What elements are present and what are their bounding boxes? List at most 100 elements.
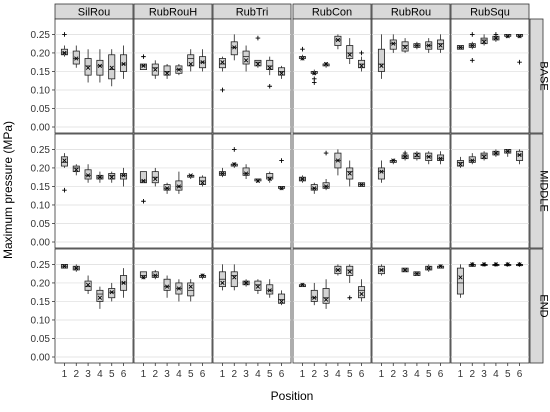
x-tick-label: 4 bbox=[414, 369, 420, 380]
x-tick-label: 6 bbox=[359, 369, 365, 380]
outlier-marker bbox=[323, 150, 329, 156]
mean-marker bbox=[141, 63, 146, 69]
y-tick-label: 0.25 bbox=[31, 260, 51, 271]
mean-marker bbox=[188, 173, 193, 178]
mean-marker bbox=[141, 275, 146, 280]
x-tick-label: 4 bbox=[255, 369, 261, 380]
mean-marker bbox=[517, 34, 522, 39]
box bbox=[266, 284, 274, 295]
x-tick-label: 3 bbox=[402, 369, 408, 380]
box bbox=[230, 271, 238, 288]
outlier-marker bbox=[493, 32, 499, 37]
box bbox=[322, 288, 330, 304]
outlier-marker bbox=[62, 32, 67, 37]
panel-background bbox=[371, 18, 451, 134]
mean-marker bbox=[359, 291, 364, 297]
y-tick-label: 0.15 bbox=[31, 182, 51, 193]
mean-marker bbox=[359, 182, 364, 187]
x-tick-label: 5 bbox=[188, 369, 194, 380]
mean-marker bbox=[312, 295, 317, 300]
mean-marker bbox=[97, 175, 103, 180]
box bbox=[139, 171, 147, 184]
mean-marker bbox=[255, 61, 261, 67]
mean-marker bbox=[426, 265, 431, 271]
mean-marker bbox=[414, 43, 420, 48]
box bbox=[254, 280, 262, 291]
box bbox=[310, 289, 318, 302]
y-tick-label: 0.00 bbox=[31, 353, 51, 364]
box bbox=[175, 180, 183, 191]
outlier-marker bbox=[469, 262, 475, 267]
outlier-marker bbox=[505, 262, 511, 267]
box bbox=[480, 152, 488, 160]
box bbox=[242, 50, 250, 65]
mean-marker bbox=[220, 280, 225, 286]
box bbox=[60, 48, 68, 56]
panel-background bbox=[212, 18, 292, 134]
x-tick-label: 2 bbox=[469, 369, 475, 380]
outlier-marker bbox=[347, 295, 353, 301]
y-tick-label: 0.00 bbox=[31, 123, 51, 134]
y-tick-label: 0.10 bbox=[31, 85, 51, 96]
x-tick-label: 6 bbox=[200, 369, 206, 380]
mean-marker bbox=[493, 150, 499, 156]
box bbox=[151, 271, 159, 278]
mean-marker bbox=[323, 297, 329, 302]
x-tick-label: 2 bbox=[311, 369, 317, 380]
x-tick-label: 1 bbox=[220, 369, 226, 380]
panel-background bbox=[292, 133, 372, 249]
mean-marker bbox=[426, 43, 431, 48]
column-strip-label: RubSqu bbox=[470, 7, 510, 19]
x-tick-label: 2 bbox=[152, 369, 158, 380]
x-tick-label: 2 bbox=[231, 369, 237, 380]
mean-marker bbox=[85, 173, 91, 178]
mean-marker bbox=[335, 267, 341, 273]
column-strip-label: RubRou bbox=[391, 7, 431, 19]
mean-marker bbox=[517, 152, 522, 158]
y-tick-label: 0.15 bbox=[31, 67, 51, 78]
mean-marker bbox=[312, 71, 317, 76]
box bbox=[377, 48, 385, 72]
mean-marker bbox=[232, 162, 237, 167]
box bbox=[456, 160, 464, 167]
row-strip bbox=[529, 18, 544, 134]
mean-marker bbox=[426, 154, 431, 159]
mean-marker bbox=[164, 186, 170, 191]
column-strip-label: RubRouH bbox=[149, 7, 197, 19]
mean-marker bbox=[141, 178, 146, 184]
mean-marker bbox=[85, 282, 91, 287]
y-tick-label: 0.20 bbox=[31, 48, 51, 59]
x-tick-label: 6 bbox=[121, 369, 127, 380]
mean-marker bbox=[438, 43, 443, 48]
mean-marker bbox=[62, 50, 67, 56]
box bbox=[72, 165, 80, 173]
box bbox=[346, 265, 354, 276]
panel-background bbox=[133, 248, 213, 364]
box bbox=[60, 156, 68, 167]
box bbox=[84, 169, 92, 180]
box bbox=[96, 59, 104, 76]
box bbox=[266, 173, 274, 180]
y-tick-label: 0.25 bbox=[31, 145, 51, 156]
mean-marker bbox=[300, 176, 305, 182]
mean-marker bbox=[220, 171, 225, 176]
mean-marker bbox=[164, 284, 170, 289]
row-strip-label: MIDDLE bbox=[538, 170, 550, 212]
x-tick-label: 4 bbox=[335, 369, 341, 380]
mean-marker bbox=[402, 267, 408, 273]
box bbox=[346, 45, 354, 59]
panel-background bbox=[292, 18, 372, 134]
mean-marker bbox=[458, 275, 463, 280]
box bbox=[456, 267, 464, 295]
box bbox=[516, 150, 524, 161]
x-tick-label: 6 bbox=[438, 369, 444, 380]
x-tick-label: 5 bbox=[267, 369, 273, 380]
mean-marker bbox=[379, 63, 384, 69]
mean-marker bbox=[153, 273, 158, 278]
mean-marker bbox=[243, 58, 249, 63]
panel-background bbox=[371, 248, 451, 364]
mean-marker bbox=[505, 149, 510, 154]
mean-marker bbox=[279, 299, 284, 304]
